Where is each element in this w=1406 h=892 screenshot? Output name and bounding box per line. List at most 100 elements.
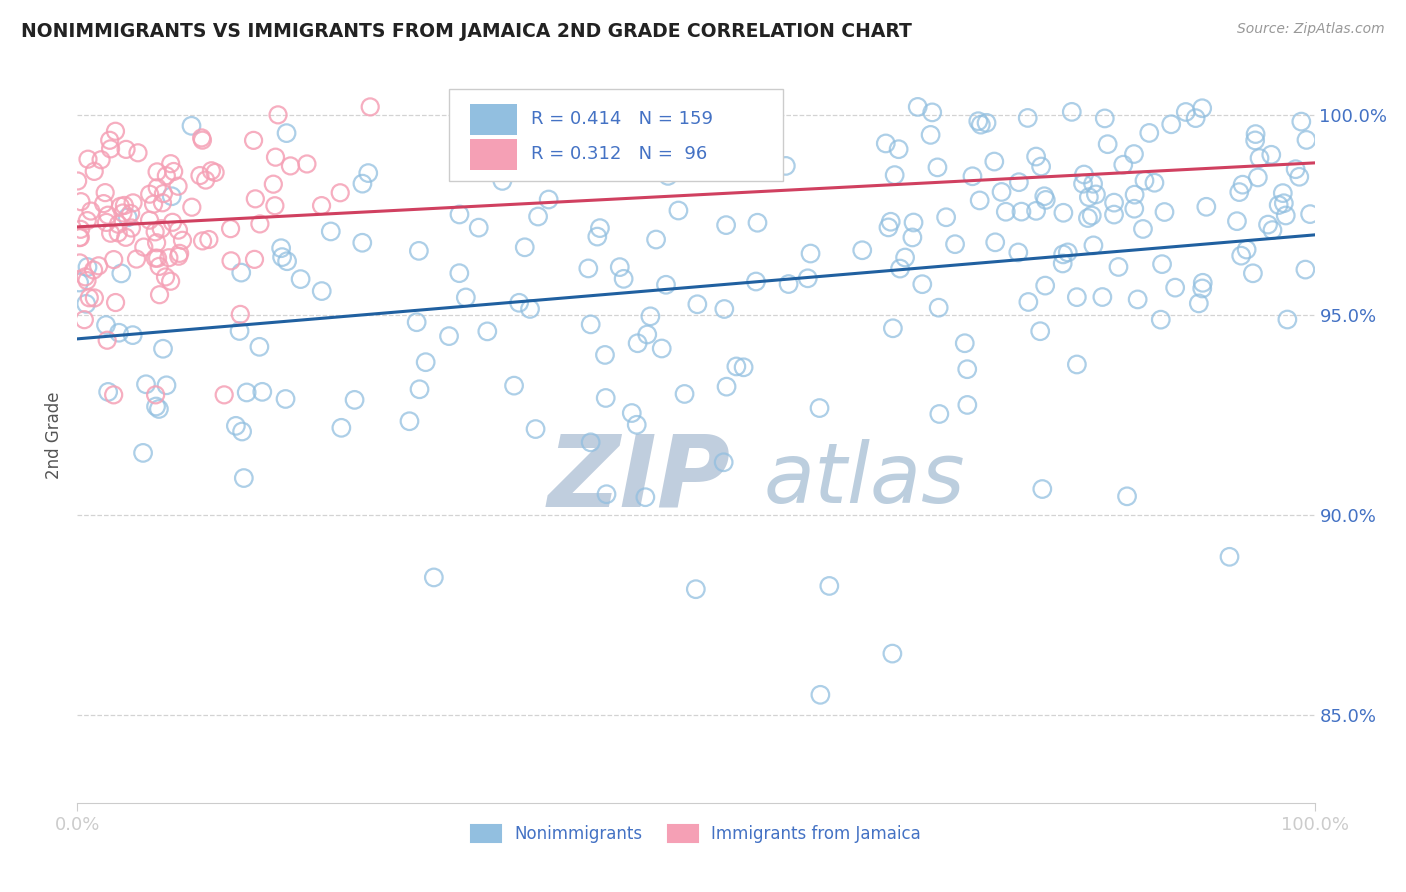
Point bbox=[120, 206, 142, 220]
Point bbox=[513, 240, 536, 254]
Point bbox=[132, 446, 155, 460]
Point bbox=[219, 221, 242, 235]
Point bbox=[994, 204, 1017, 219]
Text: NONIMMIGRANTS VS IMMIGRANTS FROM JAMAICA 2ND GRADE CORRELATION CHART: NONIMMIGRANTS VS IMMIGRANTS FROM JAMAICA… bbox=[21, 22, 912, 41]
Point bbox=[983, 154, 1005, 169]
Point bbox=[984, 235, 1007, 250]
Point bbox=[352, 177, 374, 191]
Point bbox=[627, 336, 650, 351]
Point bbox=[437, 329, 460, 343]
Point bbox=[1285, 162, 1308, 177]
Point bbox=[970, 118, 993, 132]
Point bbox=[194, 173, 217, 187]
Point bbox=[880, 215, 903, 229]
Point bbox=[1288, 169, 1310, 184]
Point bbox=[1188, 296, 1211, 310]
Point bbox=[267, 108, 290, 122]
Point bbox=[609, 260, 631, 274]
Point bbox=[219, 253, 242, 268]
Point bbox=[148, 287, 170, 301]
Point bbox=[1230, 249, 1253, 263]
Point bbox=[110, 267, 132, 281]
Point bbox=[142, 197, 165, 211]
Bar bbox=[470, 103, 516, 135]
Point bbox=[138, 213, 160, 227]
Point bbox=[125, 252, 148, 266]
Point bbox=[1133, 173, 1156, 187]
Point bbox=[593, 348, 616, 362]
Point bbox=[180, 200, 202, 214]
Point bbox=[1226, 214, 1249, 228]
Point bbox=[491, 174, 513, 188]
Point bbox=[1227, 185, 1250, 199]
Point bbox=[107, 226, 129, 240]
Point bbox=[167, 249, 190, 263]
Point bbox=[1244, 127, 1267, 141]
Point bbox=[1073, 168, 1095, 182]
Point bbox=[329, 186, 352, 200]
Point bbox=[1218, 549, 1240, 564]
Point bbox=[122, 195, 145, 210]
Point bbox=[200, 163, 222, 178]
Point bbox=[595, 391, 617, 405]
Point bbox=[152, 342, 174, 356]
Point bbox=[104, 124, 127, 138]
Point bbox=[98, 133, 121, 147]
Point bbox=[97, 208, 120, 222]
Point bbox=[262, 177, 284, 191]
Point bbox=[311, 284, 333, 298]
Point bbox=[1247, 170, 1270, 185]
Point bbox=[104, 295, 127, 310]
Point bbox=[280, 159, 302, 173]
Point bbox=[111, 206, 134, 220]
Point bbox=[162, 215, 184, 229]
Point bbox=[969, 194, 991, 208]
Point bbox=[83, 263, 105, 277]
Point bbox=[714, 218, 737, 232]
Point bbox=[686, 297, 709, 311]
Point bbox=[90, 153, 112, 167]
Point bbox=[188, 169, 211, 183]
Point bbox=[398, 414, 420, 428]
Point bbox=[352, 235, 374, 250]
Point bbox=[956, 398, 979, 412]
Point bbox=[1174, 105, 1197, 120]
Point bbox=[519, 301, 541, 316]
Point bbox=[1191, 281, 1213, 295]
Point bbox=[96, 333, 118, 347]
Point bbox=[778, 277, 800, 291]
Point bbox=[114, 230, 136, 244]
Point bbox=[921, 105, 943, 120]
Point bbox=[1261, 223, 1284, 237]
Point bbox=[1007, 245, 1029, 260]
Point bbox=[1267, 198, 1289, 212]
Point bbox=[1083, 238, 1105, 252]
Point bbox=[626, 417, 648, 432]
Point bbox=[93, 196, 115, 211]
Point bbox=[180, 119, 202, 133]
Point bbox=[883, 168, 905, 182]
Point bbox=[87, 259, 110, 273]
Point bbox=[1195, 200, 1218, 214]
Point bbox=[167, 223, 190, 237]
Point bbox=[245, 192, 267, 206]
Point bbox=[920, 128, 942, 142]
Point bbox=[243, 252, 266, 267]
Point bbox=[163, 164, 186, 178]
Point bbox=[77, 152, 100, 166]
Point bbox=[228, 324, 250, 338]
Point bbox=[231, 425, 253, 439]
Point bbox=[97, 384, 120, 399]
Point bbox=[249, 217, 271, 231]
Text: atlas: atlas bbox=[763, 439, 966, 519]
Point bbox=[143, 251, 166, 265]
Point bbox=[1260, 148, 1282, 162]
Point bbox=[1094, 112, 1116, 126]
Point bbox=[956, 362, 979, 376]
Point bbox=[990, 185, 1012, 199]
Point bbox=[172, 233, 194, 247]
Point bbox=[775, 159, 797, 173]
Point bbox=[276, 254, 298, 268]
Point bbox=[1008, 175, 1031, 189]
Point bbox=[108, 326, 131, 340]
